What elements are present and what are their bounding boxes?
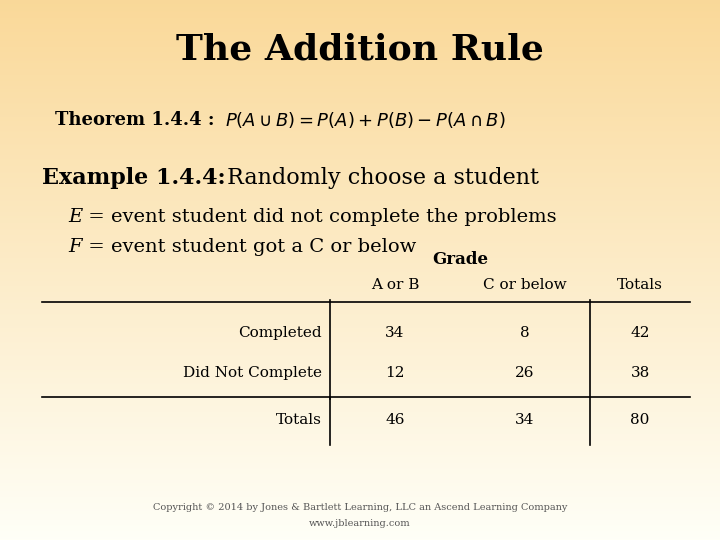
Text: 8: 8: [520, 326, 530, 340]
Text: Totals: Totals: [617, 278, 663, 292]
Text: The Addition Rule: The Addition Rule: [176, 33, 544, 67]
Text: $P(A \cup B) = P(A) + P(B) - P(A \cap B)$: $P(A \cup B) = P(A) + P(B) - P(A \cap B)…: [225, 110, 505, 130]
Text: Grade: Grade: [432, 252, 488, 268]
Text: 42: 42: [630, 326, 649, 340]
Text: 34: 34: [516, 413, 535, 427]
Text: E: E: [68, 208, 82, 226]
Text: = event student got a C or below: = event student got a C or below: [82, 238, 416, 256]
Text: Totals: Totals: [276, 413, 322, 427]
Text: www.jblearning.com: www.jblearning.com: [309, 518, 411, 528]
Text: C or below: C or below: [483, 278, 567, 292]
Text: 80: 80: [630, 413, 649, 427]
Text: 26: 26: [516, 366, 535, 380]
Text: Completed: Completed: [238, 326, 322, 340]
Text: Copyright © 2014 by Jones & Bartlett Learning, LLC an Ascend Learning Company: Copyright © 2014 by Jones & Bartlett Lea…: [153, 503, 567, 512]
Text: Randomly choose a student: Randomly choose a student: [220, 167, 539, 189]
Text: Theorem 1.4.4 :: Theorem 1.4.4 :: [55, 111, 221, 129]
Text: Did Not Complete: Did Not Complete: [183, 366, 322, 380]
Text: 12: 12: [385, 366, 405, 380]
Text: 34: 34: [385, 326, 405, 340]
Text: A or B: A or B: [371, 278, 419, 292]
Text: F: F: [68, 238, 81, 256]
Text: = event student did not complete the problems: = event student did not complete the pro…: [82, 208, 557, 226]
Text: 46: 46: [385, 413, 405, 427]
Text: Example 1.4.4:: Example 1.4.4:: [42, 167, 225, 189]
Text: 38: 38: [631, 366, 649, 380]
